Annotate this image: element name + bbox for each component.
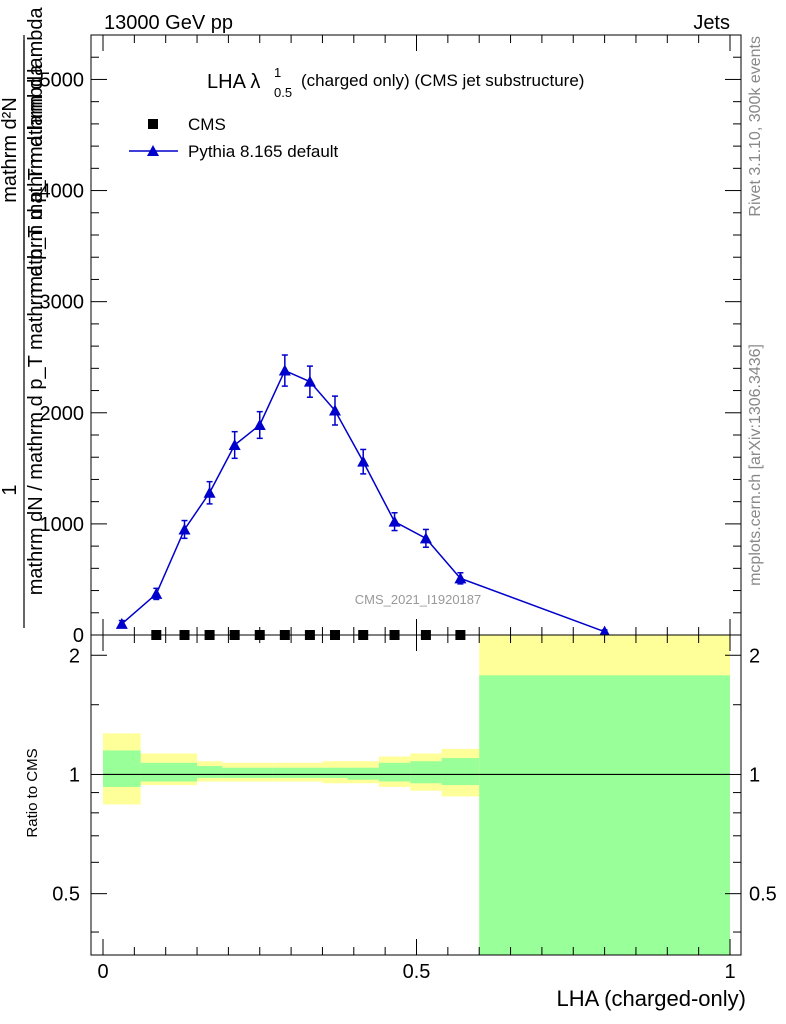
- plot-title-subscript: 0.5: [274, 85, 292, 100]
- pythia-data-point: [115, 617, 128, 629]
- y-axis-title-inner-numerator: mathrm d²N: [0, 97, 21, 203]
- ratio-y-tick-label: 2: [69, 645, 80, 667]
- pythia-data-point: [388, 515, 401, 527]
- main-x-axis-ticks: [102, 35, 731, 635]
- main-y-tick-label: 5000: [40, 69, 85, 91]
- ratio-uncertainty-band-inner: [410, 761, 442, 784]
- plot-title-rest: (charged only) (CMS jet substructure): [301, 71, 584, 90]
- plot-title-main: LHA λ: [207, 71, 260, 93]
- ratio-x-tick-label: 0.5: [403, 961, 431, 983]
- pythia-data-point: [357, 455, 370, 467]
- legend-pythia-label: Pythia 8.165 default: [188, 142, 339, 161]
- mcplots-label: mcplots.cern.ch [arXiv:1306.3436]: [747, 344, 764, 586]
- main-y-tick-label: 0: [73, 625, 84, 647]
- x-axis-title: LHA (charged-only): [556, 986, 746, 1011]
- pythia-data-point: [178, 523, 191, 535]
- ratio-y-tick-label-right: 2: [749, 645, 760, 667]
- legend-pythia-marker: [147, 145, 159, 156]
- ratio-uncertainty-band-inner: [140, 762, 198, 782]
- ratio-uncertainty-band-inner: [378, 762, 411, 782]
- ratio-uncertainty-band-inner: [103, 750, 141, 787]
- ratio-y-axis: 0.5 0.5 1 1 2 2: [52, 645, 777, 933]
- plot-title: LHA λ 1 0.5 (charged only) (CMS jet subs…: [207, 65, 584, 100]
- ratio-uncertainty-band-inner: [222, 767, 273, 778]
- legend-cms-label: CMS: [188, 115, 226, 134]
- pythia-data-point: [419, 532, 432, 544]
- ratio-uncertainty-band-inner: [441, 758, 480, 786]
- y-axis-title-denominator: mathrm dN / mathrm d p_T mathrm d p_T ma…: [25, 64, 47, 595]
- main-y-tick-label: 3000: [40, 292, 85, 314]
- pythia-data-point: [228, 439, 241, 450]
- ratio-uncertainty-band-inner: [479, 675, 730, 955]
- pythia-data-point: [253, 419, 266, 430]
- y-axis-title-numerator: 1: [0, 484, 21, 495]
- main-y-tick-label: 4000: [40, 181, 85, 203]
- ratio-y-tick-label: 0.5: [52, 884, 80, 906]
- pythia-data-point: [203, 486, 216, 498]
- legend-cms-marker: [148, 119, 158, 129]
- pythia-data-point: [303, 375, 316, 387]
- pythia-data-point: [150, 587, 163, 599]
- ratio-y-tick-label-right: 0.5: [749, 884, 777, 906]
- ratio-plot-panel: 0.5 0.51 12 2 0 0.5 1 Ratio to CMS LHA (charg…: [24, 634, 777, 1011]
- ratio-bands-layer: [103, 635, 730, 955]
- legend: CMS Pythia 8.165 default: [129, 115, 339, 161]
- ratio-uncertainty-band-inner: [197, 766, 223, 778]
- pythia-data-point: [598, 625, 611, 637]
- ratio-uncertainty-band-inner: [347, 767, 379, 780]
- energy-label: 13000 GeV pp: [104, 12, 233, 34]
- pythia-data-point: [328, 404, 341, 416]
- analysis-watermark: CMS_2021_I1920187: [355, 592, 482, 607]
- pythia-series-line: [121, 369, 605, 633]
- ratio-uncertainty-band-inner: [272, 767, 323, 778]
- rivet-version-label: Rivet 3.1.10, 300k events: [747, 36, 764, 217]
- ratio-uncertainty-band-inner: [322, 767, 348, 778]
- ratio-y-tick-label: 1: [69, 764, 80, 786]
- main-y-tick-label: 2000: [40, 403, 85, 425]
- y-axis-title-inner-denominator: mathrm d p_T mathrm d lambda: [25, 6, 47, 292]
- main-y-axis: 0 1000 2000 3000 4000 5000: [40, 56, 741, 647]
- ratio-x-axis: 0 0.5 1: [97, 635, 736, 983]
- ratio-y-tick-label-right: 1: [749, 764, 760, 786]
- plot-title-superscript: 1: [274, 65, 281, 80]
- pythia-data-point: [278, 364, 291, 376]
- main-y-axis-title: 1 mathrm dN / mathrm d p_T mathrm d p_T …: [0, 6, 47, 628]
- ratio-x-tick-label: 0: [97, 961, 108, 983]
- process-label: Jets: [693, 12, 730, 34]
- main-y-tick-label: 1000: [40, 514, 85, 536]
- pythia-data-point: [454, 572, 467, 584]
- ratio-y-axis-title: Ratio to CMS: [24, 748, 41, 837]
- ratio-x-tick-label: 1: [724, 961, 735, 983]
